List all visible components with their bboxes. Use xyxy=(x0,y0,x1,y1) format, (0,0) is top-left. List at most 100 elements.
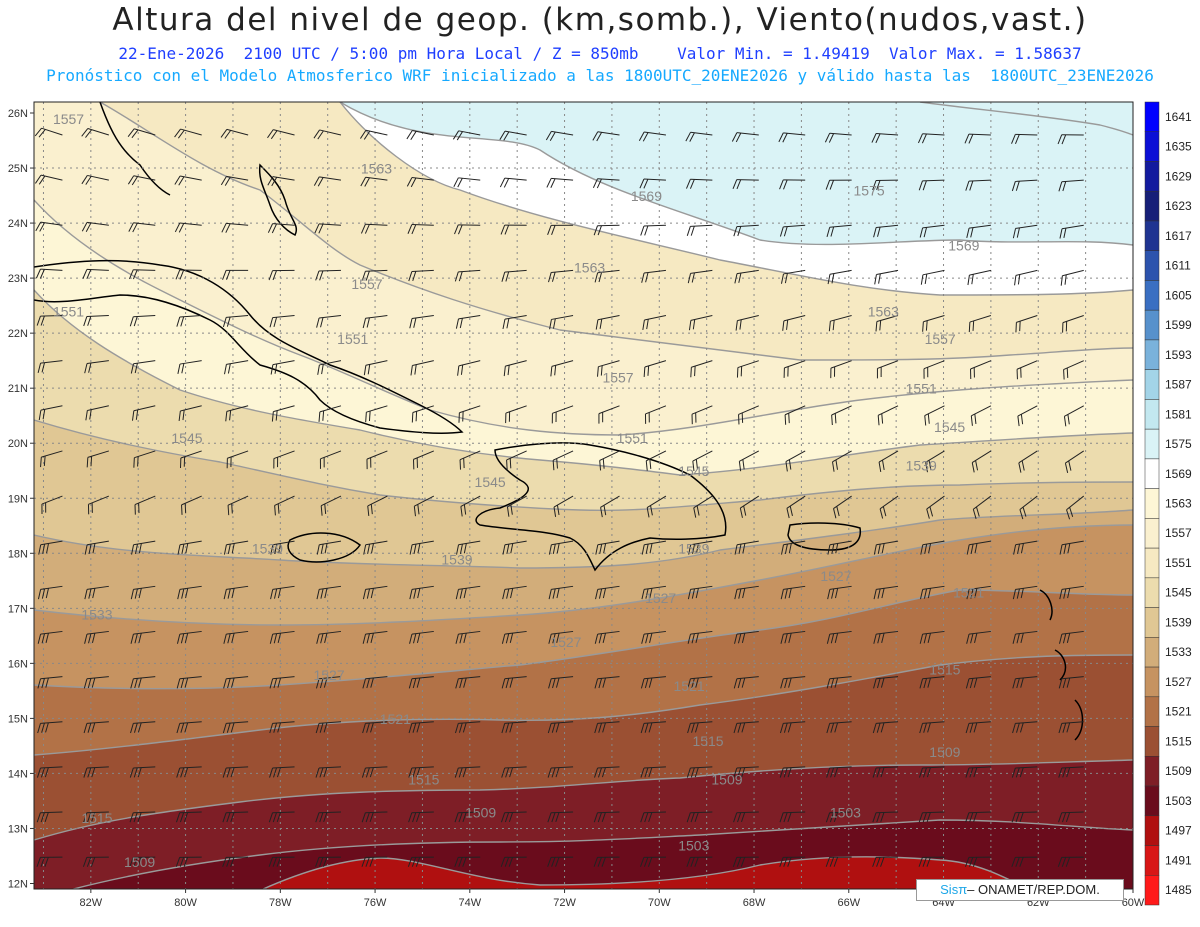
wind-barb xyxy=(926,495,945,519)
wind-barb xyxy=(918,856,945,867)
wind-barb xyxy=(83,766,109,778)
colorbar-label: 1605 xyxy=(1165,288,1192,302)
wind-barb xyxy=(86,450,109,468)
wind-barb xyxy=(318,405,342,422)
colorbar-swatch xyxy=(1144,547,1160,579)
wind-barb xyxy=(316,540,342,555)
wind-barb xyxy=(409,585,434,600)
wind-barb xyxy=(593,856,620,867)
wind-barb xyxy=(176,811,202,823)
wind-barb xyxy=(360,223,388,234)
wind-barb xyxy=(597,360,620,377)
contour-label: 1539 xyxy=(441,551,472,567)
wind-barb xyxy=(269,630,295,644)
wind-barb xyxy=(1063,405,1084,427)
contour-label: 1509 xyxy=(929,744,960,760)
wind-barb xyxy=(315,269,341,281)
colorbar-label: 1587 xyxy=(1165,378,1192,392)
wind-barb xyxy=(739,495,760,518)
wind-barb xyxy=(365,405,388,423)
wind-barb xyxy=(174,175,202,186)
wind-barb xyxy=(408,721,434,734)
wind-barb xyxy=(37,585,63,600)
colorbar-label: 1599 xyxy=(1165,318,1192,332)
wind-barb xyxy=(222,269,249,280)
colorbar-swatch xyxy=(1144,726,1160,757)
wind-barb xyxy=(548,676,574,689)
puerto-rico-coast xyxy=(787,522,862,551)
wind-barb xyxy=(460,495,481,517)
contour-label: 1551 xyxy=(906,381,937,397)
contour-label: 1515 xyxy=(408,771,439,787)
wind-barb xyxy=(641,630,666,644)
colorbar-label: 1521 xyxy=(1165,705,1192,719)
wind-barb xyxy=(222,721,249,734)
wind-barb xyxy=(642,315,667,330)
wind-barb xyxy=(316,585,342,600)
wind-barb xyxy=(872,766,899,778)
wind-barb xyxy=(505,405,527,424)
wind-barb xyxy=(128,269,156,280)
wind-barb xyxy=(366,450,388,470)
wind-barb xyxy=(359,129,388,140)
wind-barb xyxy=(1012,224,1038,239)
wind-barb xyxy=(222,856,249,867)
colorbar-label: 1527 xyxy=(1165,675,1192,689)
wind-barb xyxy=(320,495,342,516)
wind-barb xyxy=(779,856,806,867)
contour-label: 1569 xyxy=(631,188,662,204)
andros-coast xyxy=(258,163,297,237)
wind-barb xyxy=(732,179,759,190)
wind-barb xyxy=(876,360,899,379)
contour-label: 1503 xyxy=(830,804,861,820)
wind-barb xyxy=(455,585,481,600)
wind-barb xyxy=(455,676,481,689)
wind-barb xyxy=(36,766,63,778)
wind-barb xyxy=(923,360,945,379)
colorbar-label: 1491 xyxy=(1165,853,1192,867)
contour-label: 1509 xyxy=(711,771,742,787)
wind-barb xyxy=(970,405,992,426)
latitude-labels: 26N 25N 24N 23N 22N 21N 20N 19N 18N 17N 16N 15N 14N 1… xyxy=(8,108,34,890)
wind-barb xyxy=(925,450,945,473)
wind-barb xyxy=(1062,315,1084,333)
wind-barb xyxy=(1018,450,1038,473)
wind-barb xyxy=(733,721,759,734)
wind-barb xyxy=(409,540,434,555)
lon-label: 66W xyxy=(837,897,860,909)
wind-barb xyxy=(1017,405,1038,427)
wind-barb xyxy=(34,127,63,138)
lon-label: 70W xyxy=(648,897,671,909)
wind-barb xyxy=(130,585,156,600)
wind-barb xyxy=(361,856,388,867)
wind-barb xyxy=(501,721,527,734)
wind-barb xyxy=(129,811,156,823)
wind-barb xyxy=(734,269,759,284)
wind-barb xyxy=(641,269,666,283)
wind-barb xyxy=(363,540,388,555)
wind-barb xyxy=(175,856,202,867)
wind-barb xyxy=(920,585,945,600)
wind-barb xyxy=(37,630,63,644)
wind-barb xyxy=(827,269,852,285)
wind-barb xyxy=(825,179,852,190)
lat-label: 23N xyxy=(8,273,28,285)
lat-label: 21N xyxy=(8,383,28,395)
wind-barb xyxy=(367,495,388,516)
wind-barb xyxy=(361,766,388,778)
wind-barb xyxy=(779,811,806,823)
wind-barb xyxy=(362,676,388,689)
lon-label: 60W xyxy=(1122,897,1145,909)
wind-barb xyxy=(455,721,481,734)
wind-barb xyxy=(780,630,806,644)
colorbar-label: 1503 xyxy=(1165,794,1192,808)
wind-barb xyxy=(37,676,63,689)
wind-barb xyxy=(779,766,806,778)
wind-barb xyxy=(1013,540,1038,555)
colorbar-label: 1629 xyxy=(1165,169,1192,183)
contour-label: 1551 xyxy=(617,430,648,446)
wind-barb xyxy=(545,130,574,141)
wind-barb xyxy=(919,721,945,734)
wind-barb xyxy=(413,450,435,470)
wind-barb xyxy=(360,176,388,187)
